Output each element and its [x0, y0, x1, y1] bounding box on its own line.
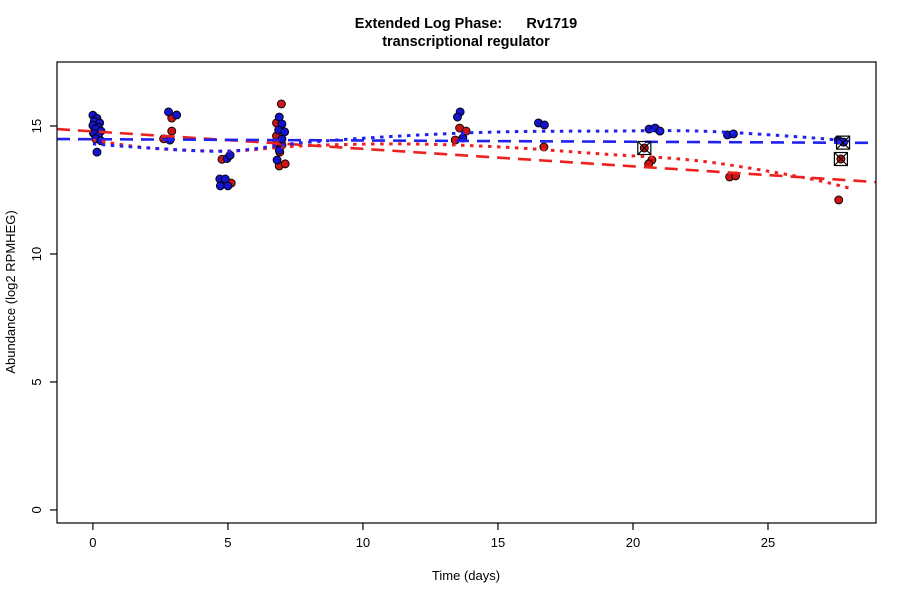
x-tick-label: 0 [89, 535, 96, 550]
data-point-blue [215, 181, 225, 191]
red-linear-fit-line [56, 127, 877, 184]
outlier-box [833, 151, 848, 167]
outlier-x-stroke [637, 141, 652, 155]
y-tick-label: 5 [29, 378, 44, 385]
trend-lines [56, 127, 877, 190]
x-tick-label: 15 [491, 535, 505, 550]
data-point-blue [272, 155, 282, 165]
data-point-red [167, 126, 177, 136]
data-point-blue [92, 147, 102, 157]
outlier-box [835, 135, 851, 150]
x-tick-label: 25 [761, 535, 775, 550]
outlier-x-stroke [836, 135, 850, 150]
y-axis-label: Abundance (log2 RPMHEG) [3, 210, 18, 373]
data-point-blue [223, 181, 233, 191]
data-point-blue [172, 110, 182, 120]
outlier-x-stroke [833, 152, 848, 166]
outlier-markers [637, 135, 851, 167]
data-point-red [276, 99, 286, 109]
data-point-blue [453, 112, 462, 122]
y-axis-ticks: 0 5 10 15 [29, 119, 57, 514]
plot-border [56, 61, 877, 524]
plot-box [56, 61, 877, 524]
data-point-red [280, 159, 290, 169]
y-tick-label: 15 [29, 119, 44, 133]
x-axis-label: Time (days) [432, 568, 500, 583]
x-tick-label: 20 [626, 535, 640, 550]
blue-linear-fit-line [56, 137, 877, 145]
x-axis-ticks: 0 5 10 15 20 25 [89, 523, 775, 550]
y-tick-label: 0 [29, 506, 44, 513]
plot-title-line1: Extended Log Phase: Rv1719 [355, 16, 577, 32]
data-point-red [834, 195, 844, 205]
y-tick-label: 10 [29, 247, 44, 261]
data-point-blue [164, 107, 173, 117]
x-tick-label: 10 [356, 535, 370, 550]
red-loess-fit-line [92, 138, 850, 190]
data-points [88, 99, 849, 205]
x-tick-label: 5 [224, 535, 231, 550]
outlier-box [637, 140, 652, 156]
plot-title-line2: transcriptional regulator [382, 34, 550, 50]
data-point-blue [539, 120, 549, 130]
